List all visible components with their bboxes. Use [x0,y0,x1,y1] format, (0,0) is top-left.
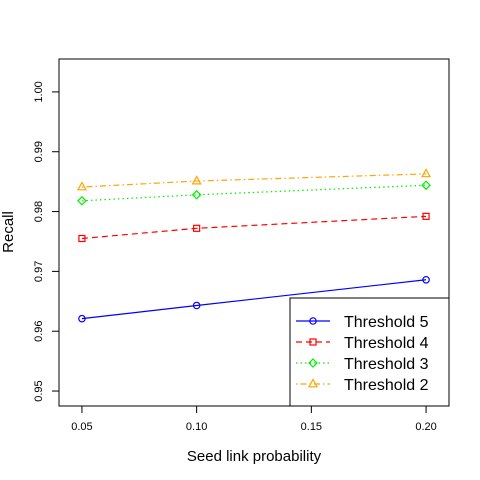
data-point [422,212,430,220]
x-tick-label: 0.20 [415,421,436,433]
legend-item: Threshold 5 [296,314,429,331]
legend: Threshold 5 Threshold 4 Threshold 3 Thresho… [289,297,450,407]
data-point [421,168,432,178]
legend-label: Threshold 2 [344,377,429,394]
data-point [192,301,201,310]
y-tick-label: 0.95 [33,380,45,401]
legend-label: Threshold 3 [344,356,429,373]
legend-marker [309,338,317,346]
data-point [76,181,87,191]
data-point [191,175,202,185]
legend-label: Threshold 5 [344,314,429,331]
legend-marker [309,317,317,325]
y-axis-title: Recall [0,211,17,253]
y-tick-label: 0.97 [33,261,45,282]
series-line [81,279,427,320]
legend-item: Threshold 4 [296,335,429,352]
data-point [78,234,86,243]
data-point [193,224,201,232]
legend-item: Threshold 3 [296,356,429,373]
data-point [422,275,430,284]
data-point [78,314,86,323]
series-line [81,215,427,240]
x-tick-label: 0.10 [186,421,207,433]
legend-label: Threshold 4 [344,335,429,352]
y-tick-label: 0.96 [33,321,45,342]
y-axis: 0.95 0.96 0.97 0.98 0.99 1.00 [33,81,60,402]
x-tick-label: 0.15 [301,421,322,433]
series-layer [76,168,432,323]
series-3 [77,180,431,206]
series-4 [76,168,432,191]
y-tick-label: 1.00 [33,81,45,102]
y-tick-label: 0.99 [33,141,45,162]
legend-marker [308,358,318,368]
series-2 [78,212,430,243]
x-axis: 0.05 0.10 0.15 0.20 [71,405,437,433]
series-1 [78,275,430,323]
legend-marker [307,378,319,388]
series-line [81,184,427,202]
y-tick-label: 0.98 [33,201,45,222]
legend-item: Threshold 2 [296,377,429,394]
x-axis-title: Seed link probability [187,448,322,465]
x-tick-label: 0.05 [71,421,92,433]
data-point [77,195,87,206]
series-line [81,173,427,188]
legend-box [289,297,450,407]
data-point [191,189,202,200]
data-point [421,180,431,191]
